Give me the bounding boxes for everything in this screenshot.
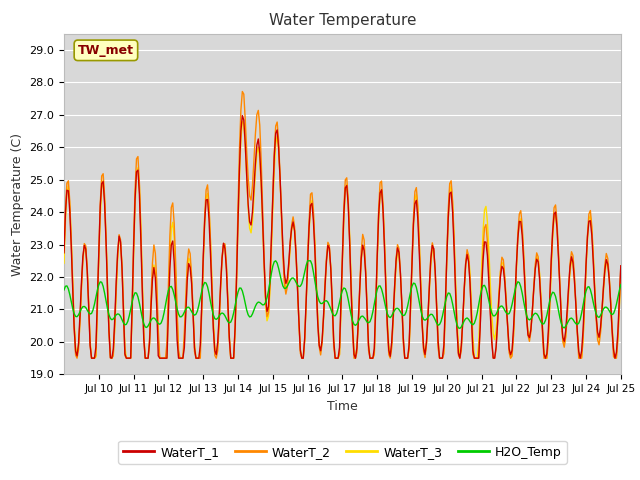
WaterT_3 (60, 260, 68, 266)
Y-axis label: Water Temperature (C): Water Temperature (C) (11, 132, 24, 276)
Line: H2O_Temp: H2O_Temp (64, 261, 621, 328)
WaterT_2 (75, 347, 83, 353)
WaterT_3 (111, 325, 118, 331)
H2O_Temp (617, 282, 625, 288)
WaterT_2 (450, 235, 458, 240)
WaterT_2 (73, 355, 81, 361)
Legend: WaterT_1, WaterT_2, WaterT_3, H2O_Temp: WaterT_1, WaterT_2, WaterT_3, H2O_Temp (118, 441, 567, 464)
H2O_Temp (60, 287, 68, 293)
WaterT_1 (73, 353, 81, 359)
WaterT_1 (617, 263, 625, 269)
Title: Water Temperature: Water Temperature (269, 13, 416, 28)
H2O_Temp (272, 258, 280, 264)
H2O_Temp (456, 325, 464, 331)
WaterT_3 (450, 234, 458, 240)
H2O_Temp (109, 316, 117, 322)
WaterT_2 (111, 323, 118, 329)
H2O_Temp (291, 276, 298, 282)
H2O_Temp (449, 301, 456, 307)
WaterT_1 (60, 250, 68, 256)
WaterT_3 (292, 252, 300, 257)
WaterT_1 (239, 113, 246, 119)
WaterT_2 (433, 306, 440, 312)
Text: TW_met: TW_met (78, 44, 134, 57)
WaterT_3 (239, 118, 246, 124)
WaterT_2 (239, 89, 246, 95)
H2O_Temp (356, 316, 364, 322)
H2O_Temp (431, 317, 439, 323)
WaterT_1 (450, 244, 458, 250)
WaterT_3 (617, 269, 625, 275)
X-axis label: Time: Time (327, 400, 358, 413)
Line: WaterT_2: WaterT_2 (64, 92, 621, 358)
WaterT_2 (357, 248, 365, 253)
WaterT_3 (88, 355, 95, 361)
WaterT_1 (88, 355, 95, 361)
Line: WaterT_1: WaterT_1 (64, 116, 621, 358)
WaterT_1 (111, 317, 118, 323)
H2O_Temp (73, 314, 81, 320)
WaterT_1 (357, 255, 365, 261)
WaterT_3 (433, 300, 440, 305)
WaterT_2 (292, 247, 300, 253)
WaterT_2 (60, 248, 68, 254)
WaterT_3 (357, 259, 365, 264)
WaterT_2 (617, 263, 625, 269)
WaterT_1 (433, 303, 440, 309)
Line: WaterT_3: WaterT_3 (64, 121, 621, 358)
WaterT_3 (73, 351, 81, 357)
WaterT_1 (292, 252, 300, 257)
